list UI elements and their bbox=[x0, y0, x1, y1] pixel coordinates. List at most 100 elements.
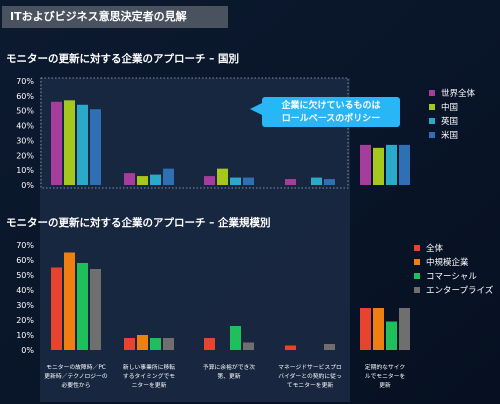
legend-item: 全体 bbox=[414, 241, 493, 255]
legend-item: 世界全体 bbox=[429, 86, 475, 100]
y-tick-label: 70% bbox=[16, 241, 34, 250]
y-tick-label: 60% bbox=[16, 256, 34, 265]
callout-line-2: ロールベースのポリシー bbox=[281, 114, 381, 124]
bar-country-s0-c2 bbox=[204, 176, 215, 185]
y-tick-label: 70% bbox=[16, 77, 34, 86]
category-labels: モニターの故障時／PC 更新時／テクノロジーの 必要性から 新しい事業所に移転 するタイ… bbox=[40, 364, 420, 400]
bar-country-s3-c0 bbox=[90, 109, 101, 185]
category-label-line: 必要性から bbox=[61, 383, 91, 389]
y-tick-label: 20% bbox=[16, 316, 34, 325]
bar-size-s3-c4 bbox=[399, 308, 410, 350]
category-label-line: 更新 bbox=[379, 383, 391, 389]
legend-label: エンタープライズ bbox=[426, 286, 494, 296]
y-tick-label: 10% bbox=[16, 166, 34, 175]
category-label-line: バイダーとの契約に従っ bbox=[278, 374, 342, 380]
category-label-line: 更新時／テクノロジーの bbox=[44, 374, 108, 380]
legend-label: 中国 bbox=[441, 103, 459, 113]
bar-country-s2-c0 bbox=[77, 104, 88, 185]
legend-label: コマーシャル bbox=[426, 272, 477, 282]
bar-country-s2-c2 bbox=[230, 177, 241, 185]
y-tick-label: 60% bbox=[16, 92, 34, 101]
bar-size-s3-c1 bbox=[163, 338, 174, 350]
callout-bubble: 企業に欠けているものは ロールベースのポリシー bbox=[250, 97, 400, 127]
bar-size-s2-c2 bbox=[230, 326, 241, 350]
category-label-line: マネージドサービスプロ bbox=[278, 365, 342, 371]
y-tick-label: 30% bbox=[16, 136, 34, 145]
y-tick-label: 40% bbox=[16, 286, 34, 295]
bar-size-s0-c2 bbox=[204, 338, 215, 350]
bar-size-s3-c2 bbox=[243, 342, 254, 350]
category-label-line: 第、更新 bbox=[217, 374, 241, 380]
legend-item: 英国 bbox=[429, 114, 475, 128]
legend-label: 世界全体 bbox=[441, 89, 476, 99]
y-tick-label: 30% bbox=[16, 301, 34, 310]
y-tick-label: 40% bbox=[16, 122, 34, 131]
bar-size-s0-c0 bbox=[51, 267, 62, 350]
legend-item: エンタープライズ bbox=[414, 283, 493, 297]
legend-label: 全体 bbox=[426, 244, 444, 254]
legend-swatch bbox=[414, 245, 420, 251]
category-label: 新しい事業所に移転 するタイミングでモ ニターを更新 bbox=[113, 364, 185, 391]
category-label: モニターの故障時／PC 更新時／テクノロジーの 必要性から bbox=[40, 364, 112, 391]
legend-swatch bbox=[414, 287, 420, 293]
legend-swatch bbox=[429, 132, 435, 138]
legend-label: 中規模企業 bbox=[426, 258, 469, 268]
callout-line-1: 企業に欠けているものは bbox=[281, 101, 381, 111]
category-label: マネージドサービスプロ バイダーとの契約に従っ てモニターを更新 bbox=[274, 364, 346, 391]
bar-size-s2-c4 bbox=[386, 321, 397, 350]
bar-size-s2-c0 bbox=[77, 263, 88, 350]
y-tick-label: 0% bbox=[21, 346, 34, 355]
legend-swatch bbox=[429, 90, 435, 96]
category-label-line: 予算に余裕ができ次 bbox=[202, 365, 256, 371]
legend-company-size: 全体中規模企業コマーシャルエンタープライズ bbox=[414, 241, 493, 297]
category-label-line: するタイミングでモ bbox=[122, 374, 176, 380]
bar-size-s1-c4 bbox=[373, 308, 384, 350]
bar-country-s0-c3 bbox=[285, 179, 296, 185]
bar-country-s1-c0 bbox=[64, 100, 75, 185]
bar-country-s2-c4 bbox=[386, 144, 397, 185]
bar-country-s2-c1 bbox=[150, 174, 161, 185]
category-label-line: ルでモニターを bbox=[364, 374, 406, 380]
bar-size-s1-c1 bbox=[137, 335, 148, 350]
legend-item: 中国 bbox=[429, 100, 475, 114]
page-header-title: ITおよびビジネス意思決定者の見解 bbox=[10, 10, 187, 23]
legend-label: 米国 bbox=[441, 131, 459, 141]
y-tick-label: 10% bbox=[16, 331, 34, 340]
category-label-line: 定期的なサイク bbox=[364, 365, 406, 371]
bar-country-s3-c3 bbox=[324, 179, 335, 185]
bar-size-s1-c0 bbox=[64, 252, 75, 350]
category-label-line: 新しい事業所に移転 bbox=[122, 365, 176, 371]
highlight-dotted-border bbox=[40, 77, 349, 189]
legend-swatch bbox=[429, 118, 435, 124]
page-header: ITおよびビジネス意思決定者の見解 bbox=[2, 6, 228, 28]
legend-swatch bbox=[414, 259, 420, 265]
y-tick-label: 50% bbox=[16, 107, 34, 116]
category-label-line: ニターを更新 bbox=[131, 383, 167, 389]
category-label: 予算に余裕ができ次 第、更新 bbox=[193, 364, 265, 382]
bar-size-s2-c1 bbox=[150, 338, 161, 350]
chart-title-company-size: モニターの更新に対する企業のアプローチ – 企業規模別 bbox=[6, 217, 271, 229]
bar-country-s1-c2 bbox=[217, 168, 228, 185]
bar-country-s1-c4 bbox=[373, 147, 384, 185]
legend-item: 米国 bbox=[429, 128, 475, 142]
legend-swatch bbox=[414, 273, 420, 279]
bar-size-s0-c3 bbox=[285, 345, 296, 350]
bar-country-s3-c4 bbox=[399, 144, 410, 185]
category-label-line: てモニターを更新 bbox=[286, 383, 334, 389]
legend-label: 英国 bbox=[441, 117, 459, 127]
chart-title-country: モニターの更新に対する企業のアプローチ – 国別 bbox=[6, 53, 240, 65]
bar-country-s3-c2 bbox=[243, 177, 254, 185]
bar-country-s2-c3 bbox=[311, 177, 322, 185]
category-label: 定期的なサイク ルでモニターを 更新 bbox=[349, 364, 421, 391]
bar-size-s3-c0 bbox=[90, 269, 101, 350]
legend-country: 世界全体中国英国米国 bbox=[429, 86, 475, 142]
bar-size-s0-c4 bbox=[360, 308, 371, 350]
bar-country-s0-c1 bbox=[124, 173, 135, 185]
bar-country-s1-c1 bbox=[137, 176, 148, 185]
bar-country-s3-c1 bbox=[163, 168, 174, 185]
legend-item: 中規模企業 bbox=[414, 255, 493, 269]
chart-country: 0% 10% 20% 30% 40% 50% 60% 70% bbox=[16, 77, 410, 190]
bar-country-s0-c0 bbox=[51, 101, 62, 185]
legend-item: コマーシャル bbox=[414, 269, 493, 283]
